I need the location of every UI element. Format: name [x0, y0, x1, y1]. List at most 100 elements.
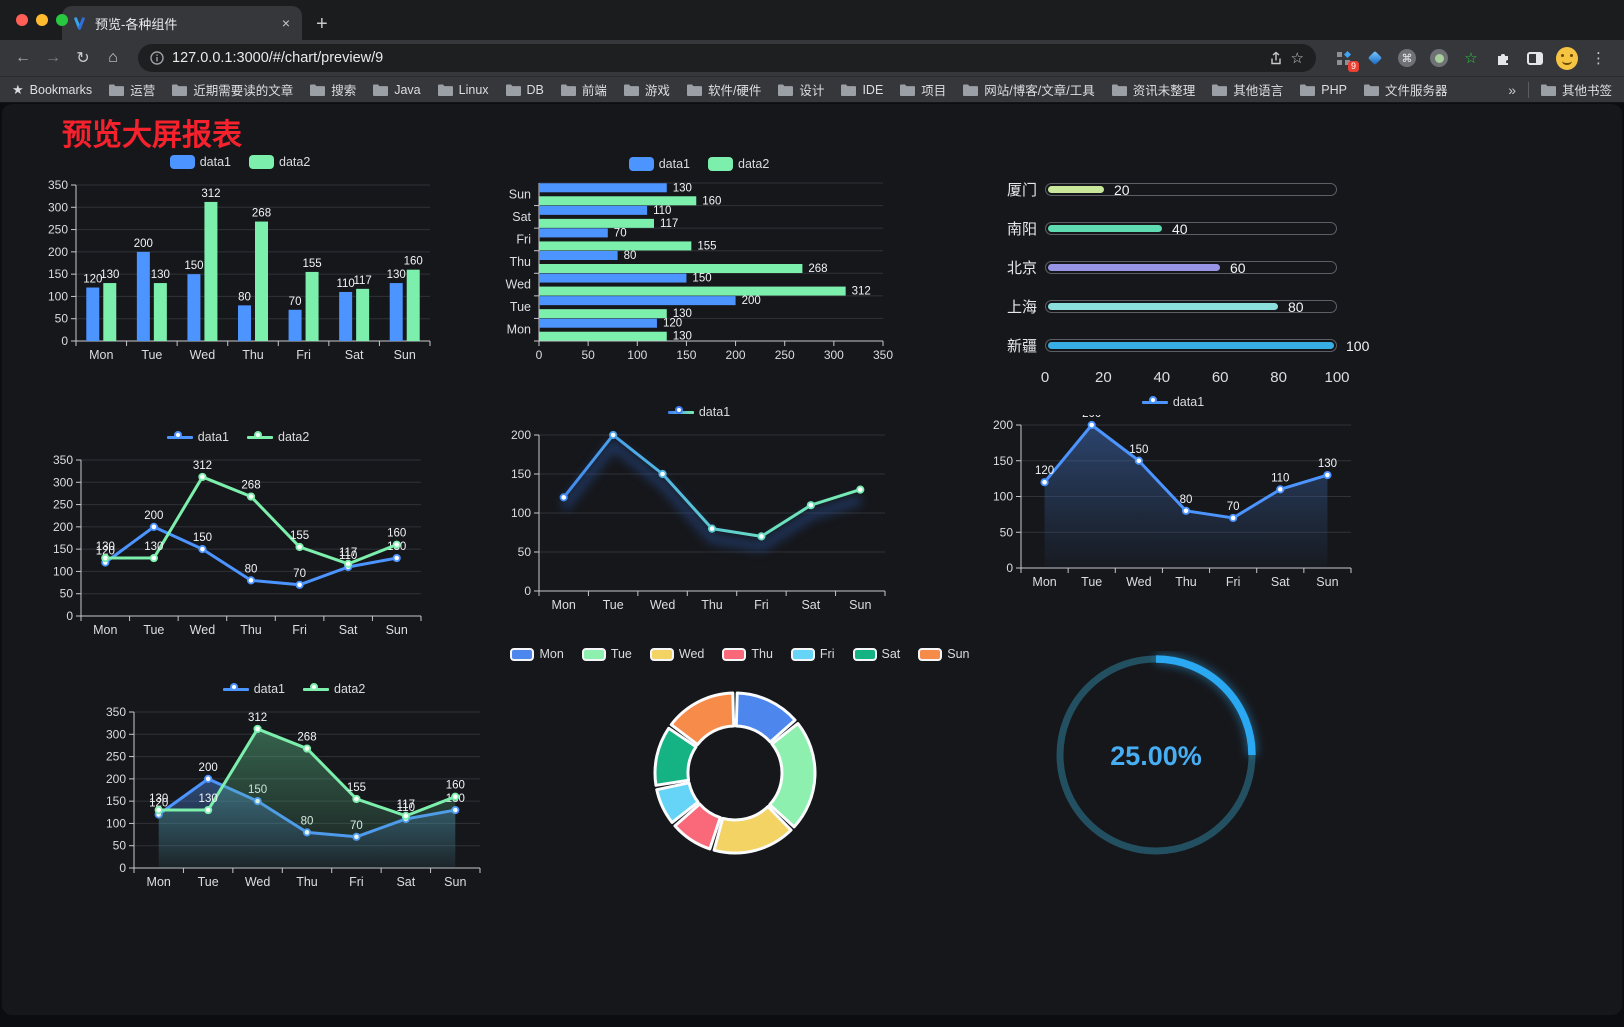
progress-row-新疆[interactable]: 新疆 100: [1006, 337, 1370, 356]
bookmark-folder[interactable]: 前端: [560, 80, 607, 99]
legend-item-Mon[interactable]: Mon: [510, 647, 564, 661]
legend-item-data1[interactable]: data1: [222, 682, 285, 696]
weekday donut-canvas[interactable]: [555, 667, 925, 876]
extension-grid-icon[interactable]: 9: [1332, 47, 1359, 72]
bookmarks-overflow-button[interactable]: »: [1508, 81, 1516, 98]
gradient-line-chart[interactable]: data1 0 50 100 150 200 Mon Tue Wed Thu Fri Sat Sun: [503, 399, 895, 617]
reload-button[interactable]: ↻: [76, 50, 90, 67]
profile-avatar[interactable]: [1556, 46, 1578, 70]
progress-row-北京[interactable]: 北京 60: [985, 248, 1361, 287]
two line with area-canvas[interactable]: 0 50 100 150 200 250 300 350 Mon Tue Wed Thu Fri Sat S…: [98, 702, 490, 894]
bookmark-folder[interactable]: 项目: [900, 80, 946, 99]
two-series-line-chart[interactable]: data1 data2 0 50 100 150 200 250 300 350 Mon Tue Wed…: [45, 424, 431, 642]
svg-text:130: 130: [673, 182, 692, 194]
extensions-puzzle-icon[interactable]: [1492, 47, 1514, 69]
bookmark-folder[interactable]: 游戏: [623, 80, 670, 99]
legend-item-data1[interactable]: data1: [166, 430, 229, 444]
progress-row-南阳[interactable]: 南阳 40: [985, 209, 1361, 248]
other-bookmarks-folder[interactable]: 其他书签: [1540, 80, 1612, 99]
bookmark-folder[interactable]: 网站/博客/文章/工具: [963, 80, 1095, 99]
legend-item-data2[interactable]: data2: [249, 155, 310, 169]
legend-item-data2[interactable]: data2: [303, 682, 365, 696]
svg-text:155: 155: [347, 782, 366, 794]
legend-item-Sun[interactable]: Sun: [918, 647, 970, 661]
bookmark-folder[interactable]: 设计: [778, 80, 824, 99]
svg-text:200: 200: [199, 762, 218, 774]
progress-row-厦门[interactable]: 厦门 20: [985, 170, 1361, 209]
area-line-chart[interactable]: data1 0 50 100 150 200 Mon Tue Wed Thu Fri Sat Sun 12…: [985, 389, 1361, 594]
svg-text:Mon: Mon: [147, 875, 171, 889]
legend-item-data1[interactable]: data1: [628, 157, 690, 171]
minimize-window-button[interactable]: [36, 14, 48, 26]
bookmark-folder[interactable]: DB: [505, 80, 544, 99]
bookmark-folder[interactable]: 搜索: [310, 80, 356, 99]
svg-text:200: 200: [726, 348, 746, 362]
svg-text:150: 150: [676, 348, 696, 362]
svg-text:117: 117: [397, 799, 415, 811]
percent gauge-canvas[interactable]: 25.00%: [1046, 651, 1266, 866]
legend-item-Sat[interactable]: Sat: [852, 647, 900, 661]
svg-text:Thu: Thu: [242, 348, 264, 362]
extension-star-icon[interactable]: ☆: [1464, 50, 1478, 67]
svg-text:160: 160: [404, 256, 423, 268]
extension-record-icon[interactable]: [1428, 47, 1450, 69]
two-series-area-line-chart[interactable]: data1 data2 0 50 100 150 200 250 300 350 Mon Tue Wed…: [98, 676, 490, 894]
bookmark-folder[interactable]: 近期需要读的文章: [172, 80, 293, 99]
bookmark-folder[interactable]: 文件服务器: [1363, 80, 1447, 99]
chart-legend: data1: [503, 399, 895, 425]
forward-button[interactable]: →: [45, 49, 61, 66]
svg-text:0: 0: [61, 334, 68, 348]
folder-icon: [1300, 84, 1316, 96]
legend-item-Tue[interactable]: Tue: [581, 647, 632, 661]
horizontal-bar-chart[interactable]: data1 data2 0 50 100 150 200 250 300 350 Mon Tue Wed…: [503, 151, 895, 367]
grouped bar-canvas[interactable]: 0 50 100 150 200 250 300 350 Mon Tue Wed Thu Fri Sat S…: [40, 175, 440, 367]
svg-text:268: 268: [252, 208, 271, 220]
bookmark-folder[interactable]: PHP: [1300, 80, 1347, 99]
url-text: 127.0.0.1:3000/#/chart/preview/9: [172, 50, 384, 66]
extension-command-icon[interactable]: ⌘: [1396, 47, 1418, 69]
legend-item-data1[interactable]: data1: [667, 405, 730, 419]
two line-canvas[interactable]: 0 50 100 150 200 250 300 350 Mon Tue Wed Thu Fri Sat S…: [45, 450, 431, 642]
tab-close-button[interactable]: ×: [281, 15, 290, 31]
url-bar[interactable]: 127.0.0.1:3000/#/chart/preview/9 ☆: [138, 44, 1316, 72]
bookmark-folder[interactable]: 运营: [109, 80, 155, 99]
bookmark-star-icon[interactable]: ☆: [1290, 50, 1304, 67]
legend-item-Wed[interactable]: Wed: [649, 647, 704, 661]
legend-item-data1[interactable]: data1: [1141, 395, 1204, 409]
bookmark-folder[interactable]: Linux: [437, 80, 489, 99]
bookmark-folder[interactable]: Java: [373, 80, 421, 99]
bookmarks-manager[interactable]: ★ Bookmarks: [12, 82, 92, 98]
new-tab-button[interactable]: +: [316, 13, 328, 35]
grouped-bar-chart[interactable]: data1 data2 0 50 100 150 200 250 300 350 Mon Tue Wed…: [40, 149, 440, 367]
side-panel-icon[interactable]: [1524, 47, 1546, 69]
bookmark-folder[interactable]: 软件/硬件: [686, 80, 761, 99]
area line-canvas[interactable]: 0 50 100 150 200 Mon Tue Wed Thu Fri Sat Sun 120 200 1…: [985, 408, 1361, 594]
bookmark-folder[interactable]: IDE: [841, 80, 883, 99]
legend-item-Fri[interactable]: Fri: [790, 647, 835, 661]
browser-menu-button[interactable]: ⋮: [1591, 50, 1607, 67]
horizontal grouped bar-canvas[interactable]: 0 50 100 150 200 250 300 350 Mon Tue Wed Thu Fri Sat S…: [503, 177, 895, 367]
browser-tab[interactable]: 预览-各种组件 ×: [62, 6, 302, 40]
share-icon[interactable]: [1269, 51, 1283, 66]
donut-pie-chart[interactable]: Mon Tue Wed Thu Fri Sat Sun: [510, 641, 970, 876]
legend-item-Thu[interactable]: Thu: [722, 647, 773, 661]
close-window-button[interactable]: [16, 14, 28, 26]
svg-text:117: 117: [660, 218, 678, 230]
legend-item-data2[interactable]: data2: [708, 157, 769, 171]
bookmark-folder[interactable]: 其他语言: [1212, 80, 1283, 99]
zoom-window-button[interactable]: [56, 14, 68, 26]
bookmark-folder[interactable]: 资讯未整理: [1111, 80, 1195, 99]
back-button[interactable]: ←: [15, 49, 31, 66]
progress-row-上海[interactable]: 上海 80: [985, 287, 1361, 326]
legend-item-data2[interactable]: data2: [247, 430, 309, 444]
gauge-chart[interactable]: 25.00%: [1046, 651, 1266, 866]
site-info-icon[interactable]: [150, 51, 164, 65]
legend-item-data1[interactable]: data1: [169, 155, 231, 169]
progress-bar-chart[interactable]: 厦门 20 南阳 40 北京 60 上海 80 新疆 100 0 20 40 60 80 100: [985, 156, 1370, 391]
bookmarks-bar: ★ Bookmarks 运营 近期需要读的文章 搜索 Java Linux DB 前端 游戏软…: [0, 76, 1624, 103]
extension-gem-icon[interactable]: [1364, 47, 1386, 69]
progress-x-axis: 0 20 40 60 80 100: [1040, 369, 1350, 386]
svg-text:130: 130: [387, 269, 406, 281]
home-button[interactable]: ⌂: [108, 49, 118, 66]
gradient line-canvas[interactable]: 0 50 100 150 200 Mon Tue Wed Thu Fri Sat Sun: [503, 425, 895, 617]
